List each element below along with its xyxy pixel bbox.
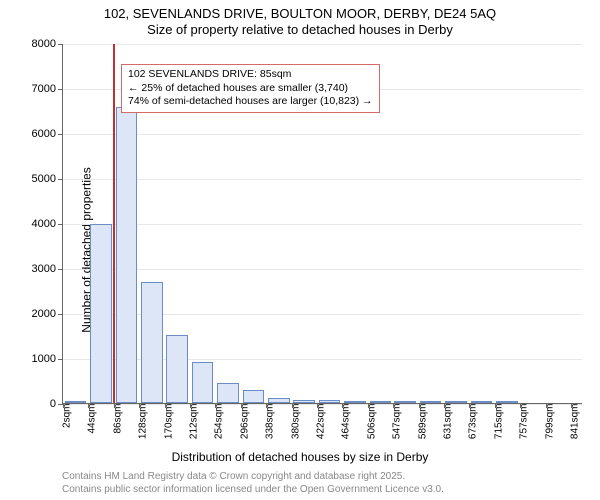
histogram-bar [116,107,138,403]
xtick-label: 380sqm [290,404,301,440]
histogram-bar [370,401,392,403]
histogram-bar [420,401,442,403]
xtick-label: 673sqm [468,404,479,440]
histogram-bar [65,401,87,403]
xtick-label: 86sqm [112,404,123,434]
xtick-label: 631sqm [442,404,453,440]
histogram-bar [243,390,265,404]
chart-title-line2: Size of property relative to detached ho… [0,22,600,37]
ytick-mark [58,89,63,90]
x-axis-label: Distribution of detached houses by size … [0,450,600,464]
gridline-h [63,179,582,180]
ytick-mark [58,134,63,135]
gridline-h [63,224,582,225]
ytick-label: 7000 [16,83,56,95]
histogram-bar [445,401,467,403]
histogram-bar [344,401,366,403]
xtick-label: 799sqm [544,404,555,440]
histogram-bar [141,282,163,403]
ytick-label: 2000 [16,308,56,320]
xtick-label: 338sqm [265,404,276,440]
ytick-label: 1000 [16,353,56,365]
gridline-h [63,44,582,45]
histogram-bar [166,335,188,403]
marker-annotation: 102 SEVENLANDS DRIVE: 85sqm ← 25% of det… [121,64,380,113]
xtick-label: 2sqm [62,404,73,428]
attribution-line1: Contains HM Land Registry data © Crown c… [62,471,444,484]
xtick-label: 589sqm [417,404,428,440]
xtick-label: 715sqm [493,404,504,440]
attribution: Contains HM Land Registry data © Crown c… [62,471,444,496]
histogram-bar [496,401,518,403]
gridline-h [63,269,582,270]
xtick-label: 422sqm [315,404,326,440]
histogram-bar [268,398,290,403]
xtick-label: 128sqm [138,404,149,440]
attribution-line2: Contains public sector information licen… [62,484,444,497]
ytick-mark [58,224,63,225]
xtick-label: 254sqm [214,404,225,440]
gridline-h [63,134,582,135]
ytick-label: 3000 [16,263,56,275]
xtick-label: 841sqm [569,404,580,440]
plot-area: 2sqm44sqm86sqm128sqm170sqm212sqm254sqm29… [62,44,582,404]
xtick-label: 757sqm [519,404,530,440]
ytick-label: 4000 [16,218,56,230]
xtick-label: 464sqm [341,404,352,440]
histogram-bar [471,401,493,403]
annotation-line3: 74% of semi-detached houses are larger (… [128,95,373,109]
ytick-mark [58,44,63,45]
ytick-label: 5000 [16,173,56,185]
histogram-bar [192,362,214,403]
xtick-label: 547sqm [392,404,403,440]
histogram-bar [217,383,239,403]
xtick-label: 170sqm [163,404,174,440]
histogram-bar [293,400,315,403]
chart-container: 102, SEVENLANDS DRIVE, BOULTON MOOR, DER… [0,0,600,500]
annotation-line2: ← 25% of detached houses are smaller (3,… [128,82,373,96]
xtick-label: 506sqm [366,404,377,440]
histogram-bar [319,400,341,403]
xtick-label: 44sqm [87,404,98,434]
histogram-bar [394,401,416,403]
ytick-mark [58,179,63,180]
ytick-label: 8000 [16,38,56,50]
ytick-mark [58,269,63,270]
ytick-mark [58,314,63,315]
ytick-label: 6000 [16,128,56,140]
xtick-label: 212sqm [188,404,199,440]
marker-line [113,44,115,403]
xtick-label: 296sqm [239,404,250,440]
chart-title-line1: 102, SEVENLANDS DRIVE, BOULTON MOOR, DER… [0,6,600,21]
ytick-mark [58,359,63,360]
annotation-line1: 102 SEVENLANDS DRIVE: 85sqm [128,68,373,82]
ytick-label: 0 [16,398,56,410]
histogram-bar [90,224,112,403]
